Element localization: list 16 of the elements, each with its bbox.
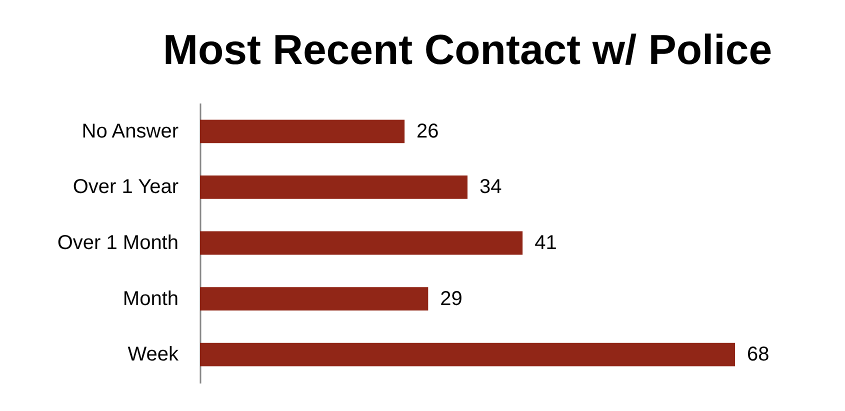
bar [200,176,468,199]
y-tick-label: Over 1 Year [72,176,179,198]
data-label: 26 [416,120,439,142]
y-tick-label: Over 1 Month [57,232,178,254]
bar [200,287,428,310]
data-label: 29 [440,288,462,310]
data-label: 34 [480,176,502,198]
data-label: 68 [747,344,770,366]
bar [200,231,523,255]
data-label: 41 [534,232,557,254]
chart-title: Most Recent Contact w/ Police [162,26,772,73]
bar [200,342,735,366]
y-tick-label: No Answer [82,120,179,142]
y-tick-label: Month [122,288,178,310]
y-tick-label: Week [128,344,180,366]
bar [200,120,405,144]
